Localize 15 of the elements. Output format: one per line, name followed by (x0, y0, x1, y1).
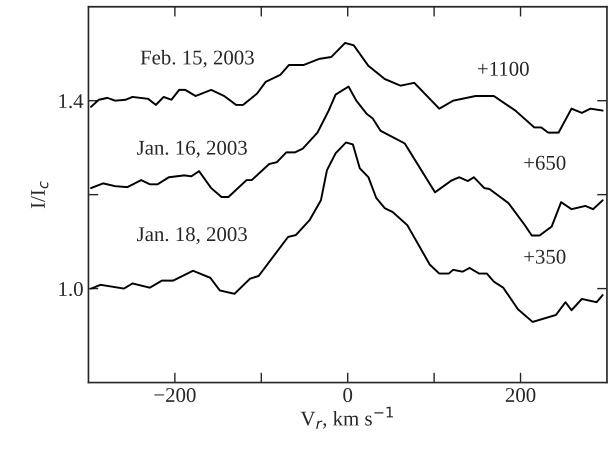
annotation: Jan. 18, 2003 (137, 227, 247, 244)
x-tick-label: 200 (506, 388, 536, 402)
x-tick-label: −200 (154, 388, 196, 402)
annotation: +350 (524, 250, 566, 264)
line-series (90, 142, 604, 323)
annotation: Feb. 15, 2003 (140, 50, 254, 68)
annotation: +1100 (478, 62, 529, 76)
y-tick-label: 1.4 (59, 94, 84, 108)
y-tick-label: 1.0 (59, 282, 83, 296)
x-tick-label: 0 (343, 388, 352, 402)
annotation: +650 (524, 156, 566, 170)
annotation: Jan. 16, 2003 (137, 140, 247, 158)
y-axis-title: I/I$_{c}$ (31, 181, 48, 208)
x-axis-title: V$_{r}$, km s$^{−1}$ (300, 406, 393, 429)
line-series (90, 42, 604, 134)
